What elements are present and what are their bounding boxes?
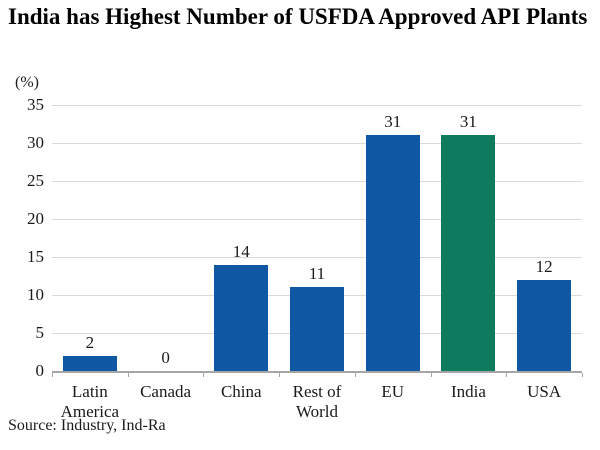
x-axis-tick-mark [203,373,204,377]
bar-value-label: 14 [232,241,250,261]
x-axis-tick-mark [431,373,432,377]
x-axis-tick-label: EU [381,382,405,401]
x-axis-tick-label: India [450,382,486,401]
gridline-35 [52,105,582,106]
gridline-15 [52,257,582,258]
bar-rest-of-world [290,287,344,371]
y-axis-unit-label: (%) [15,74,39,91]
x-axis-tick-label: China [220,382,262,401]
x-axis-tick-mark [355,373,356,377]
y-axis-tick-label: 30 [27,133,44,152]
bar-india [441,135,496,371]
bar-value-label: 0 [161,348,170,367]
x-axis-tick-marks [52,373,583,378]
bar-value-label: 2 [85,332,95,352]
y-axis-tick-label: 10 [27,285,44,304]
bar-eu [365,135,420,371]
x-axis-tick-mark [506,373,507,377]
x-axis-tick-label: Canada [140,382,192,401]
bar-value-label: 12 [535,256,553,276]
y-axis-tick-label: 0 [35,361,45,380]
bar-china [214,264,269,371]
bar-value-label: 31 [384,112,402,132]
y-axis-tick-label: 20 [27,209,44,228]
plot-area: 2 0 14 11 31 31 12 [52,105,582,373]
y-axis-tick-label: 15 [27,247,44,266]
page-title: India has Highest Number of USFDA Approv… [8,4,588,29]
bar-value-label: 11 [308,264,326,284]
y-axis-tick-labels: 0 5 10 15 20 25 30 35 [0,95,45,380]
gridline-20 [52,219,582,220]
x-axis-tick-mark [52,373,53,377]
x-axis-tick-mark [128,373,129,377]
x-axis-tick-label: USA [527,382,562,401]
x-axis-tick-mark [279,373,280,377]
y-axis-tick-label: 5 [35,323,45,342]
y-axis-tick-label: 35 [27,95,44,114]
x-axis-tick-mark [582,373,583,377]
gridline-30 [52,143,582,144]
x-axis-tick-label: Latin America [60,382,120,422]
source-note: Source: Industry, Ind-Ra [8,417,166,434]
gridline-25 [52,181,582,182]
y-axis-tick-label: 25 [27,171,44,190]
bar-value-label: 31 [459,112,477,132]
bar-usa [517,279,572,371]
bar-latin-america [62,355,117,371]
x-axis-tick-label: Rest of World [292,382,342,422]
